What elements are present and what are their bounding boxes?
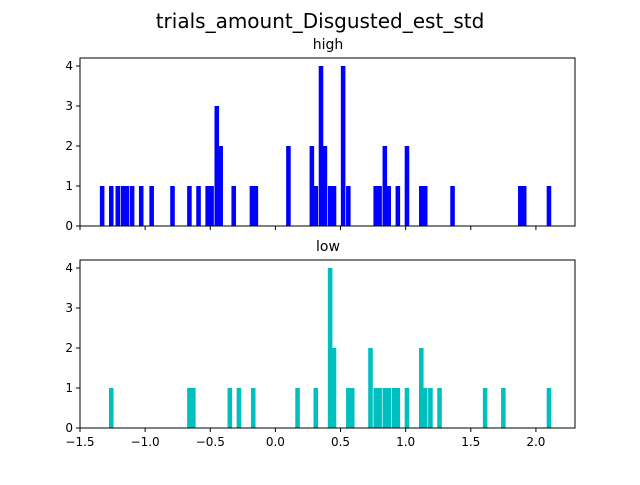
histogram-bar (318, 66, 324, 226)
histogram-bar (250, 388, 256, 428)
x-axis-ticks (79, 226, 537, 230)
histogram-bar (313, 186, 319, 226)
histogram-bar (99, 186, 105, 226)
histogram-bar (404, 388, 410, 428)
histogram-bar (391, 388, 397, 428)
histogram-bar (521, 186, 527, 226)
histogram-bar (331, 348, 337, 428)
figure-title: trials_amount_Disgusted_est_std (156, 9, 485, 33)
y-tick-label: 4 (65, 59, 73, 73)
x-tick-label: 0.5 (331, 435, 350, 449)
histogram-bar (437, 388, 442, 428)
histogram-bar (382, 388, 388, 428)
histogram-bar (187, 388, 192, 428)
histogram-bar (214, 106, 220, 226)
panel-title: low (316, 239, 340, 255)
histogram-bar (368, 348, 373, 428)
y-tick-label: 1 (65, 179, 73, 193)
histogram-bar (218, 146, 223, 226)
histogram-bar (249, 186, 255, 226)
x-tick-label: −0.5 (196, 435, 225, 449)
y-tick-label: 0 (65, 219, 73, 233)
histogram-bar (309, 146, 315, 226)
histogram-bar (313, 388, 319, 428)
histogram-bar (377, 388, 382, 428)
histogram-bar (373, 388, 378, 428)
histogram-bar (501, 388, 506, 428)
histogram-bar (395, 388, 401, 428)
bar-group (108, 268, 552, 428)
histogram-bar (331, 186, 337, 226)
histogram-bar (138, 186, 144, 226)
y-tick-label: 2 (65, 341, 73, 355)
panel-high: high 0 1 2 3 4 (65, 37, 576, 233)
histogram-bar (377, 186, 382, 226)
histogram-bar (450, 186, 455, 226)
histogram-bar (124, 186, 130, 226)
plot-frame (79, 57, 576, 227)
x-tick-label: 2.0 (526, 435, 545, 449)
histogram-bar (428, 388, 433, 428)
histogram-bar (419, 186, 424, 226)
histogram-bar (236, 388, 242, 428)
x-tick-label: −1.0 (131, 435, 160, 449)
histogram-bar (386, 388, 391, 428)
histogram-bar (231, 186, 236, 226)
y-axis-ticks: 0 1 2 3 4 (65, 59, 80, 233)
histogram-bar (108, 186, 114, 226)
x-tick-label: 0.0 (266, 435, 285, 449)
histogram-bar (546, 388, 552, 428)
bar-group (99, 66, 552, 226)
histogram-bar (209, 186, 214, 226)
histogram-bar (346, 186, 351, 226)
histogram-bar (149, 186, 154, 226)
histogram-bar (205, 186, 210, 226)
panel-title: high (313, 37, 344, 53)
x-tick-label: 1.5 (461, 435, 480, 449)
histogram-bar (170, 186, 175, 226)
y-tick-label: 3 (65, 99, 73, 113)
histogram-bar (518, 186, 523, 226)
y-tick-label: 0 (65, 421, 73, 435)
histogram-bar (196, 186, 201, 226)
histogram-bar (482, 388, 488, 428)
x-tick-label: −1.5 (65, 435, 94, 449)
histogram-bar (419, 348, 424, 428)
histogram-bar (373, 186, 378, 226)
plot-frame (79, 259, 576, 429)
histogram-bar (129, 186, 135, 226)
histogram-bar (286, 146, 291, 226)
histogram-bar (295, 388, 300, 428)
histogram-bar (404, 146, 410, 226)
histogram-bar (108, 388, 114, 428)
histogram-bar (395, 186, 401, 226)
y-tick-label: 2 (65, 139, 73, 153)
histogram-bar (422, 186, 428, 226)
x-axis-ticks: −1.5 −1.0 −0.5 0.0 0.5 1.0 1.5 2.0 (65, 428, 545, 449)
y-axis-ticks: 0 1 2 3 4 (65, 261, 80, 435)
histogram-bar (322, 146, 328, 226)
histogram-bar (546, 186, 552, 226)
y-tick-label: 3 (65, 301, 73, 315)
histogram-bar (422, 388, 428, 428)
histogram-bar (187, 186, 192, 226)
y-tick-label: 4 (65, 261, 73, 275)
histogram-bar (115, 186, 121, 226)
histogram-bar (349, 388, 355, 428)
histogram-bar (120, 186, 126, 226)
histogram-bar (327, 268, 333, 428)
y-tick-label: 1 (65, 381, 73, 395)
histogram-bar (253, 186, 259, 226)
histogram-bar (346, 388, 351, 428)
histogram-bar (191, 388, 196, 428)
x-tick-label: 1.0 (396, 435, 415, 449)
histogram-bar (227, 388, 233, 428)
histogram-bar (382, 146, 388, 226)
histogram-bar (386, 186, 391, 226)
panel-low: low 0 1 2 3 4 −1.5 −1.0 −0.5 0.0 0.5 1.0 1.5 2.0 (65, 239, 576, 449)
histogram-bar (340, 66, 346, 226)
histogram-bar (327, 186, 333, 226)
